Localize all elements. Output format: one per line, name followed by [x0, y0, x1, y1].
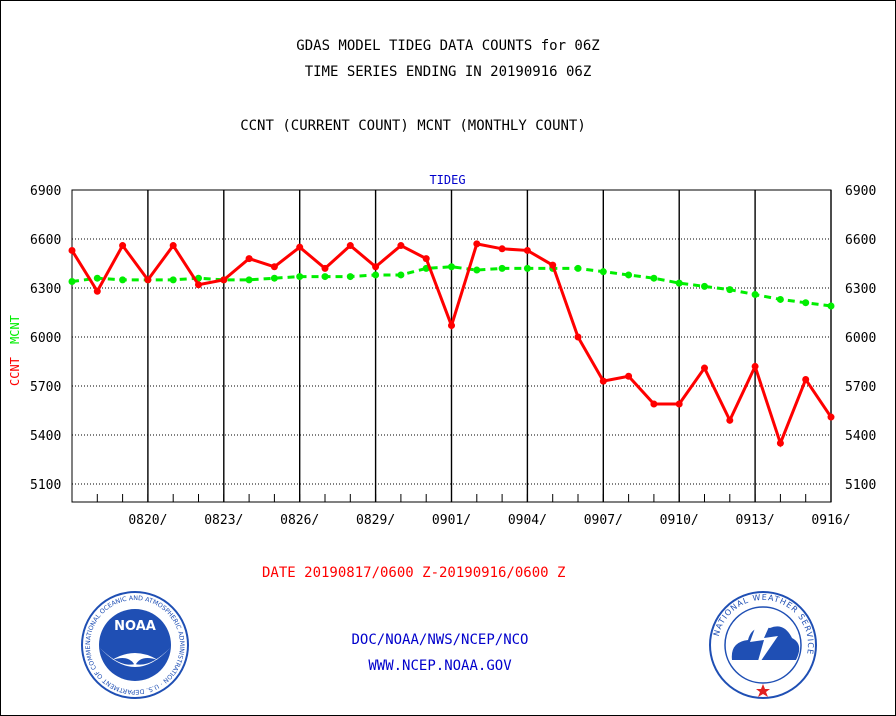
website-link[interactable]: WWW.NCEP.NOAA.GOV: [368, 658, 512, 674]
y-tick-label-right: 5700: [845, 380, 876, 395]
y-tick-label-left: 6600: [30, 233, 61, 248]
mcnt-point: [599, 268, 607, 276]
ccnt-point: [675, 400, 683, 408]
mcnt-point: [650, 274, 658, 282]
noaa-logo: NOAA NATIONAL OCEANIC AND ATMOSPHERIC AD…: [80, 590, 189, 699]
mcnt-point: [270, 274, 278, 282]
y-tick-label-left: 5100: [30, 478, 61, 493]
ccnt-point: [625, 372, 633, 380]
chart-title-line1: GDAS MODEL TIDEG DATA COUNTS for 06Z: [296, 38, 600, 54]
mcnt-point: [397, 271, 405, 279]
ccnt-point: [574, 333, 582, 341]
ccnt-point: [599, 377, 607, 385]
mcnt-point: [321, 273, 329, 281]
ccnt-point: [549, 261, 557, 269]
mcnt-point: [119, 276, 127, 284]
x-tick-label: 0913/: [736, 513, 775, 528]
x-tick-label: 0910/: [660, 513, 699, 528]
y-tick-label-left: 5400: [30, 429, 61, 444]
ccnt-point: [68, 246, 76, 254]
mcnt-point: [675, 279, 683, 287]
ccnt-point: [195, 281, 202, 289]
plot-title: TIDEG: [429, 173, 465, 187]
mcnt-point: [625, 271, 633, 279]
svg-text:NOAA: NOAA: [114, 619, 156, 634]
ccnt-point: [270, 263, 278, 271]
mcnt-point: [498, 264, 506, 272]
chart-subtitle: CCNT (CURRENT COUNT) MCNT (MONTHLY COUNT…: [240, 118, 586, 134]
ccnt-point: [397, 242, 405, 250]
y-tick-label-right: 6900: [845, 184, 876, 199]
ccnt-point: [473, 240, 481, 248]
y-tick-label-left: 6300: [30, 282, 61, 297]
ccnt-point: [650, 400, 658, 408]
ccnt-point: [448, 322, 455, 330]
y-tick-label-left: 5700: [30, 380, 61, 395]
x-tick-label: 0826/: [280, 513, 319, 528]
x-tick-label: 0820/: [128, 513, 167, 528]
ccnt-point: [220, 276, 228, 284]
ccnt-point: [802, 375, 810, 383]
ccnt-point: [701, 364, 708, 372]
y-tick-label-right: 6000: [845, 331, 876, 346]
mcnt-point: [574, 264, 582, 272]
ccnt-point: [346, 242, 354, 250]
x-tick-label: 0916/: [811, 513, 850, 528]
mcnt-point: [169, 276, 177, 284]
mcnt-point: [93, 274, 101, 282]
mcnt-point: [523, 264, 531, 272]
ccnt-point: [372, 263, 380, 271]
ccnt-axis-label: CCNT: [8, 357, 22, 386]
ccnt-point: [523, 246, 531, 254]
ccnt-point: [245, 255, 253, 263]
x-tick-label: 0829/: [356, 513, 395, 528]
mcnt-point: [296, 273, 304, 281]
ccnt-point: [726, 416, 734, 424]
y-tick-label-right: 6600: [845, 233, 876, 248]
mcnt-point: [245, 276, 253, 284]
mcnt-point: [827, 302, 835, 310]
ccnt-point: [751, 362, 759, 370]
y-tick-label-left: 6000: [30, 331, 61, 346]
ccnt-point: [144, 276, 152, 284]
mcnt-point: [68, 277, 76, 285]
ccnt-point: [498, 245, 506, 253]
y-tick-label-right: 5400: [845, 429, 876, 444]
ccnt-point: [827, 413, 835, 421]
mcnt-point: [346, 273, 354, 281]
x-tick-label: 0901/: [432, 513, 471, 528]
x-tick-label: 0907/: [584, 513, 623, 528]
y-tick-label-right: 5100: [845, 478, 876, 493]
mcnt-point: [473, 266, 481, 274]
ccnt-point: [93, 287, 101, 295]
ccnt-point: [321, 264, 329, 272]
chart-title-line2: TIME SERIES ENDING IN 20190916 06Z: [304, 64, 592, 80]
y-tick-label-right: 6300: [845, 282, 876, 297]
ccnt-point: [776, 439, 784, 447]
ccnt-point: [169, 242, 177, 250]
date-range-label: DATE 20190817/0600 Z-20190916/0600 Z: [262, 565, 566, 581]
ccnt-point: [119, 242, 127, 250]
ccnt-point: [296, 243, 304, 251]
mcnt-point: [448, 263, 455, 271]
org-path-link[interactable]: DOC/NOAA/NWS/NCEP/NCO: [351, 632, 529, 648]
y-tick-label-left: 6900: [30, 184, 61, 199]
mcnt-point: [372, 271, 380, 279]
mcnt-point: [701, 282, 708, 290]
mcnt-axis-label: MCNT: [8, 315, 22, 344]
ccnt-point: [422, 255, 430, 263]
x-tick-label: 0823/: [204, 513, 243, 528]
nws-logo: NATIONAL WEATHER SERVICE: [709, 591, 817, 699]
mcnt-point: [802, 299, 810, 307]
mcnt-point: [776, 295, 784, 303]
x-tick-label: 0904/: [508, 513, 547, 528]
mcnt-point: [751, 291, 759, 299]
mcnt-point: [726, 286, 734, 294]
